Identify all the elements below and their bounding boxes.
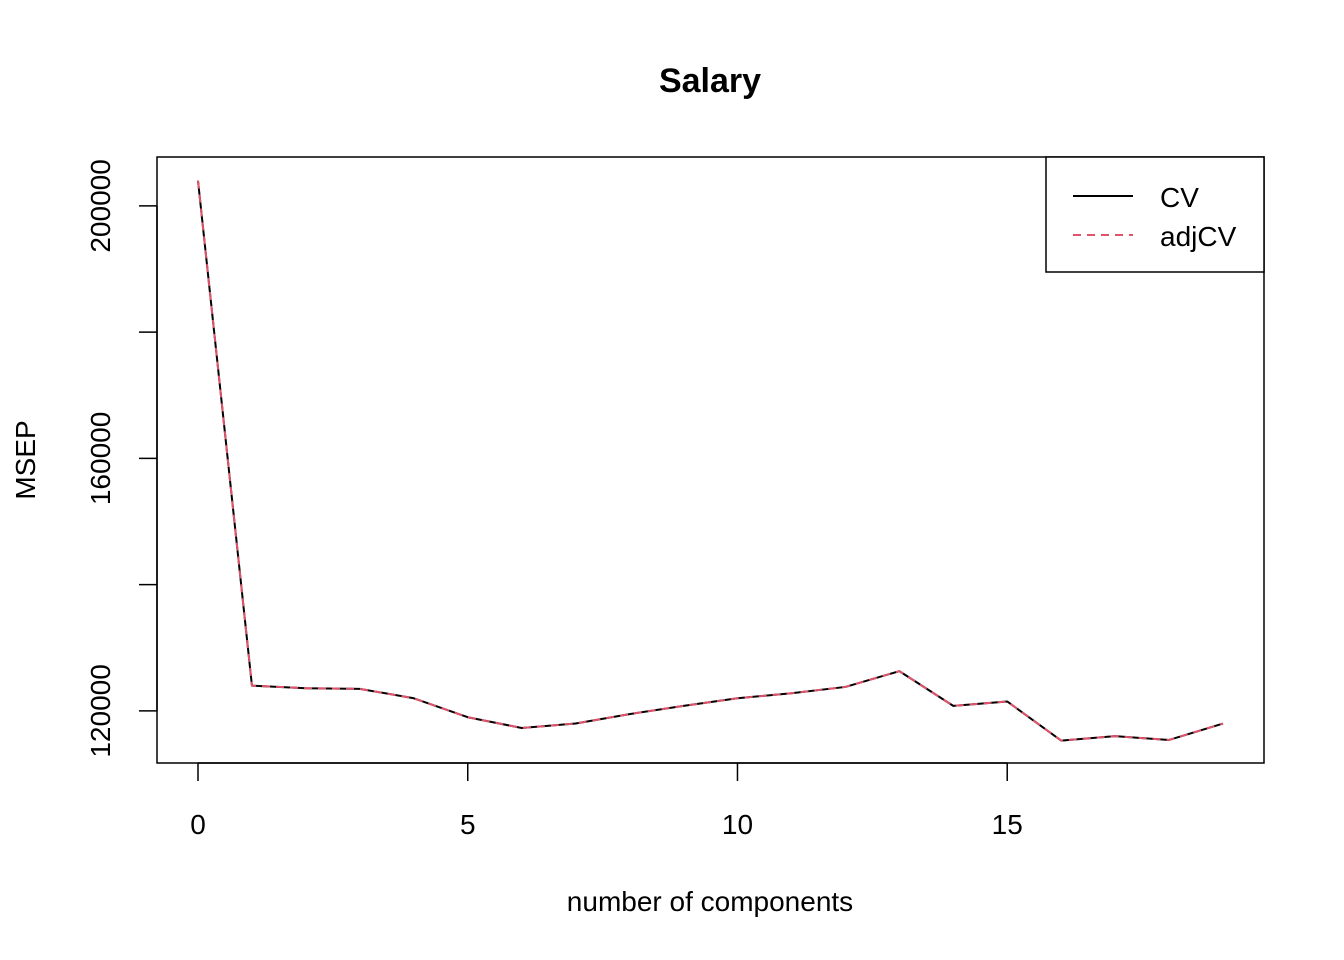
legend: CV adjCV [1045,156,1265,273]
legend-label-cv: CV [1160,182,1199,213]
chart-title: Salary [659,62,761,100]
y-tick-label: 160000 [85,412,116,505]
y-tick-label: 120000 [85,664,116,757]
x-tick-label: 15 [992,809,1023,840]
series-layer [197,180,1224,742]
series-line-adjcv [197,180,1224,742]
y-axis-label: MSEP [10,420,41,499]
x-axis: 0 5 10 15 [190,762,1023,840]
x-tick-label: 0 [190,809,206,840]
y-axis: 120000 160000 200000 [85,159,158,758]
y-tick-label: 200000 [85,159,116,252]
x-tick-label: 5 [460,809,476,840]
legend-box [1045,156,1265,273]
legend-label-adjcv: adjCV [1160,221,1237,252]
x-tick-label: 10 [722,809,753,840]
x-axis-label: number of components [567,886,853,917]
